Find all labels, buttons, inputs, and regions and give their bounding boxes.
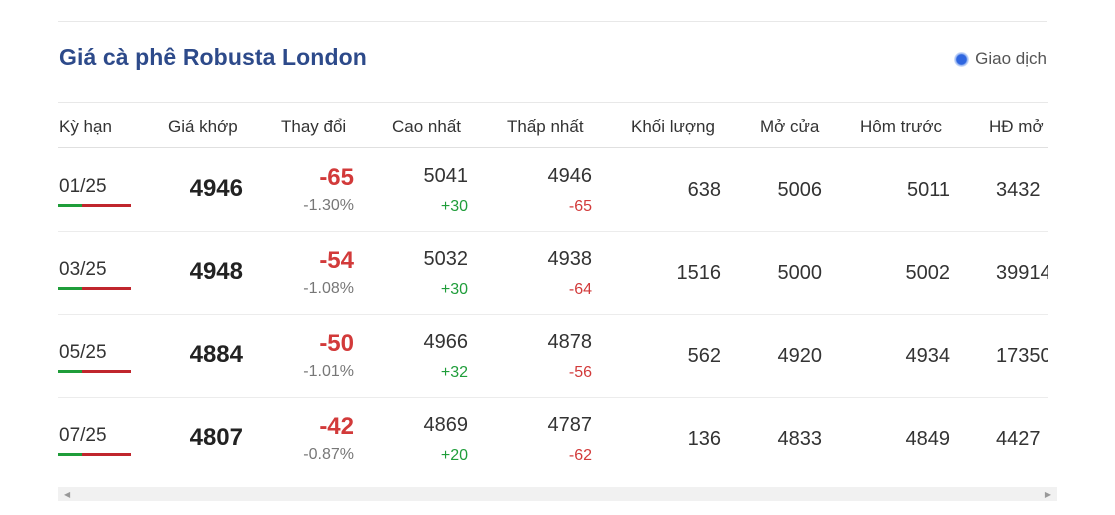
open-price: 5006 (777, 179, 823, 201)
change-value: -65 (319, 164, 354, 191)
open-interest: 17350 (996, 345, 1048, 367)
scroll-right-arrow-icon[interactable]: ▶ (1044, 490, 1051, 499)
low-price: 4946 (547, 165, 593, 187)
price-table[interactable]: Kỳ hạn Giá khớp Thay đổi Cao nhất Thấp n… (58, 102, 1048, 480)
high-diff: +30 (440, 198, 468, 215)
prev-close: 5011 (906, 179, 950, 201)
low-price: 4878 (547, 331, 593, 353)
header-prev: Hôm trước (860, 117, 943, 136)
low-diff: -64 (568, 281, 592, 298)
table-row[interactable]: 07/25 4807 -42 -0.87% 4869 +20 4787 -62 … (58, 398, 1048, 480)
header-open-interest: HĐ mở (989, 117, 1044, 136)
trading-status-label: Giao dịch (975, 49, 1047, 68)
term-range-bar (58, 453, 131, 456)
change-value: -50 (319, 330, 354, 357)
page-title: Giá cà phê Robusta London (59, 44, 367, 70)
open-price: 5000 (777, 262, 823, 284)
term-range-bar (58, 204, 131, 207)
term-link[interactable]: 05/25 (59, 342, 107, 363)
header-low: Thấp nhất (507, 117, 584, 136)
open-price: 4833 (777, 428, 823, 450)
prev-close: 5002 (905, 262, 951, 284)
open-interest: 3432 (996, 179, 1041, 201)
prev-close: 4849 (905, 428, 951, 450)
volume: 136 (687, 428, 721, 450)
term-link[interactable]: 07/25 (59, 425, 107, 446)
low-price: 4787 (547, 414, 593, 436)
match-price: 4884 (189, 341, 243, 368)
table-row[interactable]: 05/25 4884 -50 -1.01% 4966 +32 4878 -56 … (58, 315, 1048, 398)
high-diff: +30 (440, 281, 468, 298)
header-change: Thay đổi (281, 117, 347, 136)
low-diff: -62 (568, 447, 592, 464)
open-interest: 39914 (996, 262, 1048, 284)
prev-close: 4934 (905, 345, 951, 367)
change-percent: -1.08% (303, 280, 354, 297)
change-value: -54 (319, 247, 354, 274)
term-link[interactable]: 01/25 (59, 176, 107, 197)
volume: 638 (687, 179, 721, 201)
term-range-bar (58, 287, 131, 290)
change-percent: -0.87% (303, 446, 354, 463)
high-price: 5032 (423, 248, 469, 270)
table-row[interactable]: 03/25 4948 -54 -1.08% 5032 +30 4938 -64 … (58, 232, 1048, 315)
high-price: 5041 (423, 165, 469, 187)
volume: 562 (687, 345, 721, 367)
match-price: 4948 (189, 258, 243, 285)
trading-status: Giao dịch (954, 49, 1047, 69)
open-interest: 4427 (996, 428, 1041, 450)
horizontal-scrollbar[interactable]: ◀ ▶ (58, 487, 1057, 501)
top-divider (58, 21, 1047, 22)
header-term: Kỳ hạn (59, 117, 112, 136)
high-price: 4966 (423, 331, 469, 353)
high-price: 4869 (423, 414, 469, 436)
header-open: Mở cửa (760, 117, 820, 136)
term-link[interactable]: 03/25 (59, 259, 107, 280)
table-row[interactable]: 01/25 4946 -65 -1.30% 5041 +30 4946 -65 … (58, 149, 1048, 232)
high-diff: +32 (440, 364, 468, 381)
high-diff: +20 (440, 447, 468, 464)
header-high: Cao nhất (392, 117, 461, 136)
table-header: Kỳ hạn Giá khớp Thay đổi Cao nhất Thấp n… (58, 102, 1048, 148)
change-percent: -1.01% (303, 363, 354, 380)
match-price: 4807 (189, 424, 243, 451)
match-price: 4946 (189, 175, 243, 202)
header-match: Giá khớp (168, 117, 238, 136)
change-value: -42 (319, 413, 354, 440)
low-diff: -56 (568, 364, 592, 381)
low-price: 4938 (547, 248, 593, 270)
change-percent: -1.30% (303, 197, 354, 214)
live-dot-icon (954, 51, 970, 67)
low-diff: -65 (568, 198, 592, 215)
term-range-bar (58, 370, 131, 373)
header-volume: Khối lượng (631, 117, 715, 136)
scroll-left-arrow-icon[interactable]: ◀ (64, 490, 71, 499)
volume: 1516 (676, 262, 722, 284)
open-price: 4920 (777, 345, 823, 367)
